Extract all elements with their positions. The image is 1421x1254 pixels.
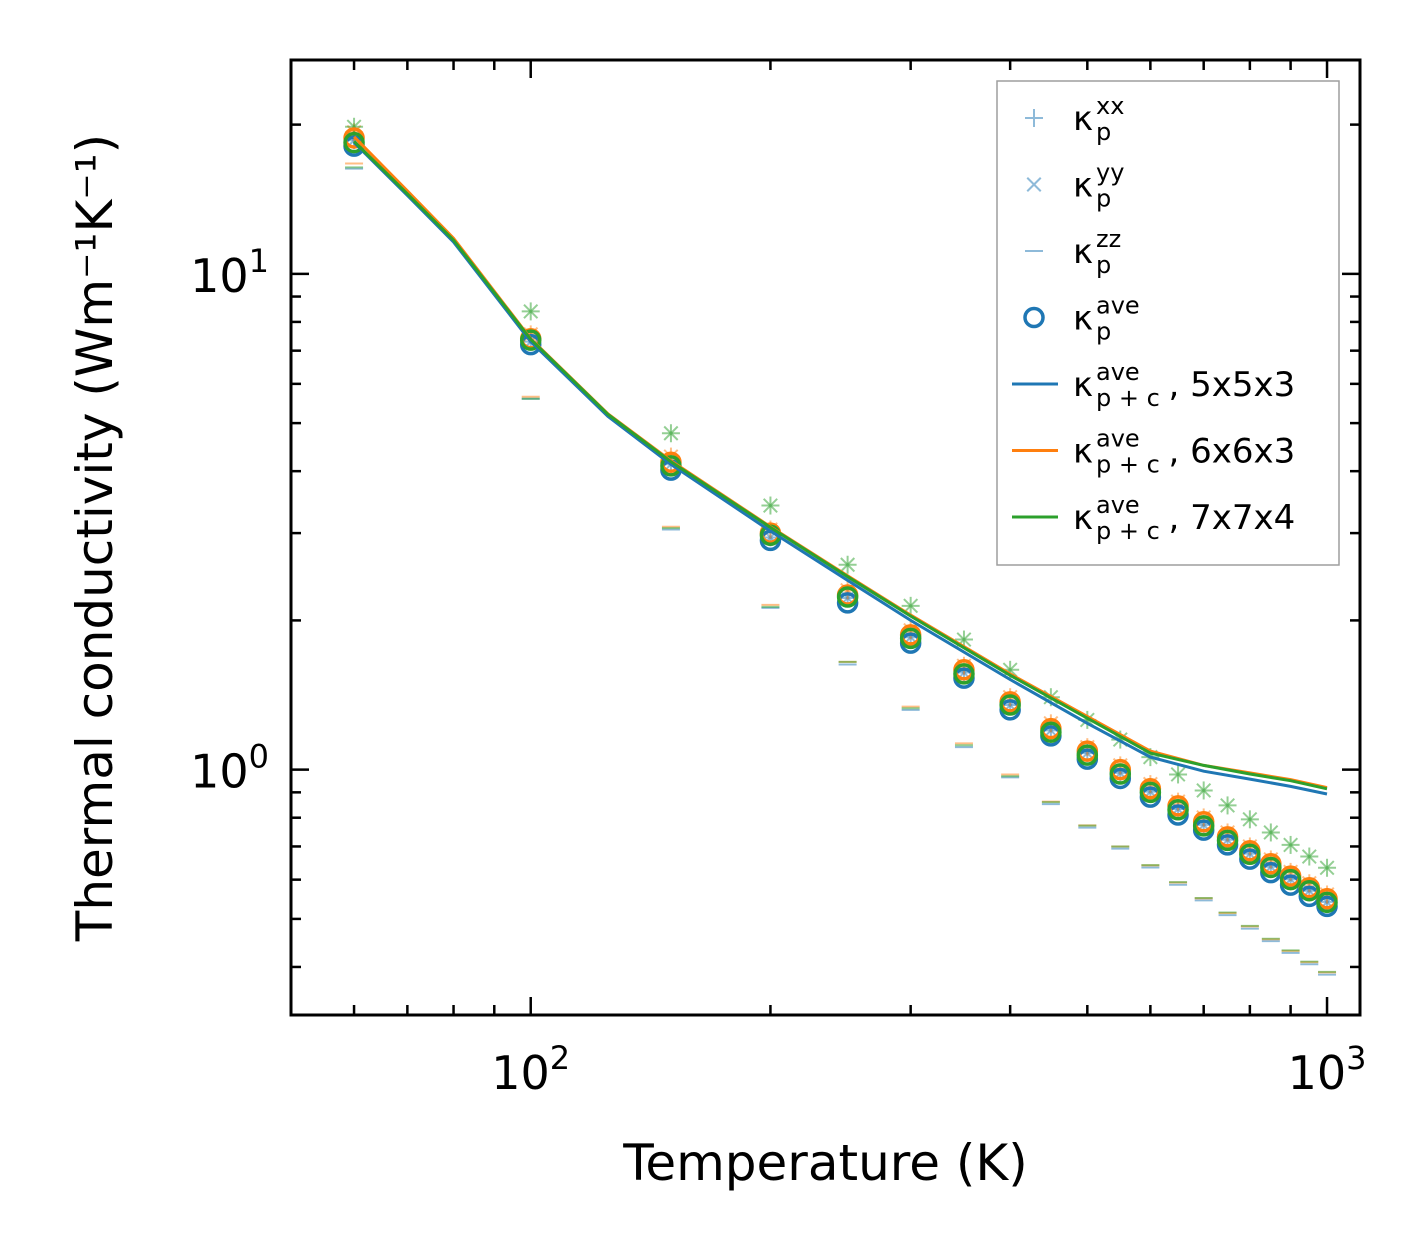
legend-item: κ zz p	[1025, 225, 1121, 279]
marker-ave-7x7x4	[1239, 843, 1261, 866]
x-tick-label: 103	[1288, 1039, 1367, 1100]
marker-ave-7x7x4	[1139, 781, 1162, 804]
marker-yy-7x7x4	[840, 557, 856, 573]
plot-frame	[289, 58, 1362, 1017]
marker-yy-7x7x4	[762, 498, 778, 513]
marker-yy-7x7x4	[903, 598, 919, 614]
data-layer	[343, 117, 1338, 976]
legend-box	[996, 80, 1340, 566]
marker-yy-7x7x4	[663, 425, 679, 441]
marker-ave-7x7x4	[1167, 799, 1189, 821]
marker-yy-7x7x4	[523, 303, 539, 319]
marker-ave-7x7x4	[1109, 763, 1132, 785]
marker-ave-7x7x4	[1040, 721, 1062, 743]
legend-item: κ ave p + c, 7x7x4	[1012, 491, 1295, 545]
x-tick-label: 102	[491, 1039, 570, 1100]
marker-ave-7x7x4	[1260, 856, 1282, 879]
legend-label: κ ave p + c, 5x5x3	[1073, 358, 1295, 412]
marker-yy-7x7x4	[1170, 766, 1186, 782]
y-tick-label: 100	[190, 738, 269, 799]
line-7x7x4	[353, 140, 1328, 791]
legend-item: κ xx p	[1025, 92, 1124, 146]
marker-yy-7x7x4	[1242, 811, 1258, 827]
marker-ave-7x7x4	[1316, 891, 1338, 914]
marker-ave-7x7x4	[953, 663, 975, 685]
marker-ave-7x7x4	[1192, 815, 1215, 837]
legend-label: κ ave p + c, 7x7x4	[1073, 491, 1295, 545]
legend-item: κ ave p + c, 5x5x3	[1012, 358, 1295, 412]
axis-ticks	[289, 60, 1360, 1015]
marker-yy-7x7x4	[1196, 782, 1212, 798]
legend-item: κ yy p	[1026, 159, 1124, 213]
y-tick-label: 101	[190, 242, 269, 303]
marker-ave-7x7x4	[899, 627, 922, 650]
marker-ave-7x7x4	[1076, 744, 1099, 766]
legend-marker-swatch	[1023, 306, 1045, 329]
legend-label: κ ave p + c, 6x6x3	[1073, 425, 1295, 479]
tick-labels: 102 103 100 101	[190, 242, 1366, 1100]
legend-item: κ ave p	[1023, 292, 1140, 346]
legend-marker-swatch	[1025, 109, 1043, 127]
legend-label: κ ave p	[1073, 292, 1140, 346]
marker-ave-7x7x4	[519, 329, 542, 351]
marker-ave-7x7x4	[1298, 879, 1321, 902]
legend-label: κ zz p	[1073, 225, 1121, 279]
marker-yy-7x7x4	[1283, 837, 1299, 853]
marker-ave-7x7x4	[836, 586, 859, 608]
x-axis-title: Temperature (K)	[622, 1134, 1027, 1192]
y-axis-title: Thermal conductivity (Wm⁻¹K⁻¹)	[66, 134, 124, 942]
marker-ave-7x7x4	[1216, 829, 1239, 852]
legend-label: κ xx p	[1073, 92, 1124, 146]
marker-yy-7x7x4	[1263, 825, 1279, 840]
marker-ave-7x7x4	[1279, 868, 1302, 891]
marker-yy-7x7x4	[1220, 797, 1236, 813]
legend: κ xx p κ yy p κ zz p κ ave p κ ave p + c, 5x5x3 κ ave p +…	[996, 80, 1340, 566]
marker-yy-7x7x4	[1319, 860, 1335, 876]
legend-marker-swatch	[1026, 177, 1042, 192]
legend-item: κ ave p + c, 6x6x3	[1012, 425, 1295, 479]
marker-ave-7x7x4	[999, 694, 1021, 716]
legend-label: κ yy p	[1073, 159, 1124, 213]
marker-ave-7x7x4	[343, 131, 365, 154]
marker-yy-7x7x4	[1301, 849, 1317, 864]
